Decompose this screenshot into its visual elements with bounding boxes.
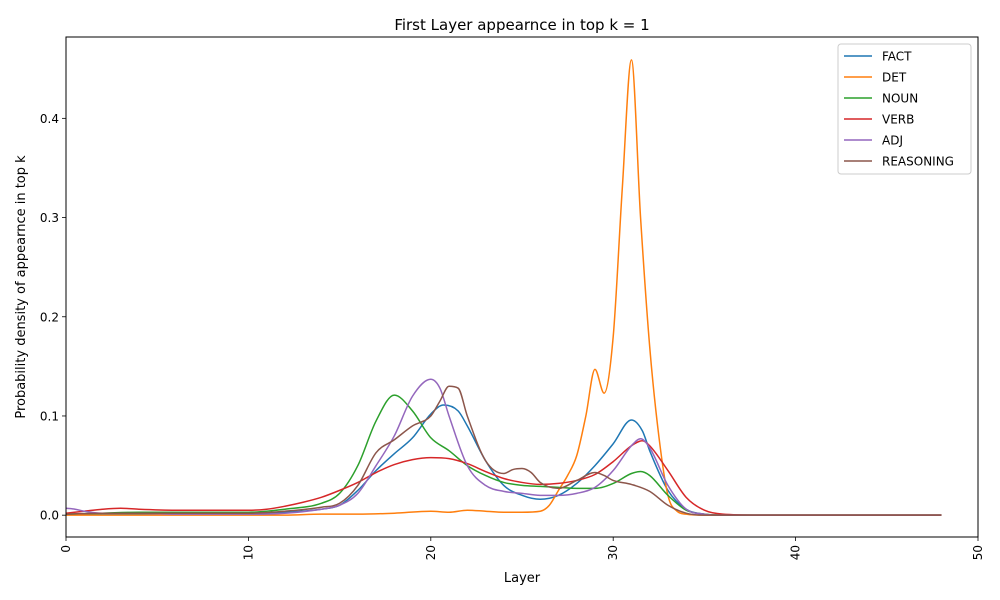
y-axis-label: Probability density of appearnce in top … (14, 155, 29, 419)
x-tick-label: 30 (606, 545, 620, 560)
axes-background (66, 37, 978, 537)
y-tick-label: 0.3 (40, 211, 59, 225)
x-tick-label: 20 (424, 545, 438, 560)
x-tick-label: 0 (59, 545, 73, 553)
plot-area: 0 10 20 30 40 50 0.0 0.1 0.2 0.3 0.4 (40, 36, 985, 560)
series-line-reasoning (65, 385, 942, 516)
legend-label-noun: NOUN (882, 92, 918, 106)
y-tick-label: 0.1 (40, 409, 59, 423)
series-line-adj (65, 378, 942, 516)
legend: FACT DET NOUN VERB ADJ REASONING (837, 43, 972, 175)
x-tick-label: 10 (241, 545, 255, 560)
legend-label-verb: VERB (882, 113, 914, 127)
series-line-det (66, 59, 942, 516)
y-tick-label: 0.0 (40, 509, 59, 523)
x-tick-label: 50 (971, 545, 985, 560)
y-axis-ticks: 0.0 0.1 0.2 0.3 0.4 (40, 112, 66, 523)
legend-entries: FACT DET NOUN VERB ADJ REASONING (844, 50, 954, 169)
legend-label-reasoning: REASONING (882, 155, 954, 169)
x-axis-ticks: 0 10 20 30 40 50 (59, 537, 985, 560)
legend-label-adj: ADJ (882, 134, 903, 148)
x-tick-label: 40 (789, 545, 803, 560)
y-tick-label: 0.4 (40, 112, 59, 126)
axes-frame (65, 36, 979, 538)
x-axis-label: Layer (504, 571, 541, 586)
legend-label-det: DET (882, 71, 907, 85)
y-tick-label: 0.2 (40, 310, 59, 324)
chart-title: First Layer appearnce in top k = 1 (394, 16, 649, 34)
series-layer (65, 59, 942, 516)
series-line-noun (65, 394, 942, 516)
legend-label-fact: FACT (882, 50, 912, 64)
series-line-verb (65, 440, 942, 516)
